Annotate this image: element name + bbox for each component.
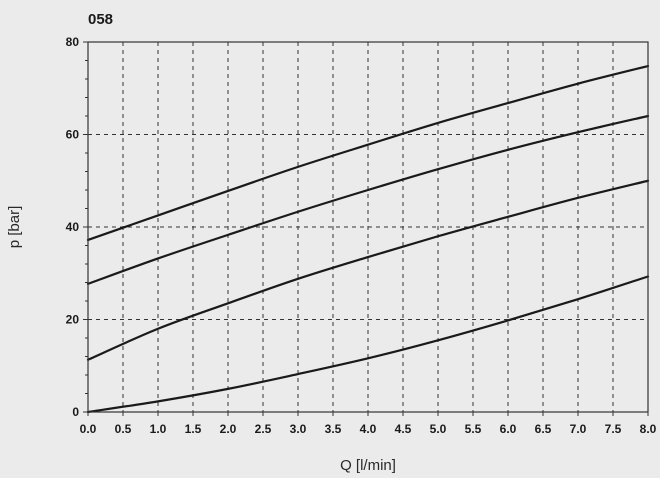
y-tick-label: 0 bbox=[72, 405, 79, 419]
y-tick-label: 60 bbox=[66, 128, 80, 142]
x-axis-label: Q [l/min] bbox=[340, 457, 396, 474]
x-tick-label: 5.5 bbox=[465, 422, 482, 436]
x-tick-labels: 0.0 0.5 1.0 1.5 2.0 2.5 3.0 3.5 4.0 4.5 5.0 5.5 6.0 6… bbox=[80, 422, 657, 436]
x-tick-label: 7.0 bbox=[570, 422, 587, 436]
y-tick-labels: 0 20 40 60 80 bbox=[66, 35, 80, 419]
x-tick-label: 3.5 bbox=[325, 422, 342, 436]
y-tick-label: 20 bbox=[66, 313, 80, 327]
grid bbox=[88, 42, 648, 412]
series-layer bbox=[86, 64, 650, 414]
x-tick-label: 3.0 bbox=[290, 422, 307, 436]
x-tick-label: 1.5 bbox=[185, 422, 202, 436]
x-tick-label: 2.5 bbox=[255, 422, 272, 436]
series-line-2 bbox=[86, 114, 650, 285]
x-tick-label: 1.0 bbox=[150, 422, 167, 436]
series-line-4 bbox=[86, 275, 650, 414]
x-tick-label: 4.5 bbox=[395, 422, 412, 436]
chart-title: 058 bbox=[88, 11, 113, 28]
series-line-3 bbox=[86, 179, 650, 361]
plot-frame bbox=[87, 41, 649, 413]
x-tick-label: 5.0 bbox=[430, 422, 447, 436]
y-tick-label: 40 bbox=[66, 220, 80, 234]
x-tick-label: 7.5 bbox=[605, 422, 622, 436]
y-tick-label: 80 bbox=[66, 35, 80, 49]
x-tick-label: 0.5 bbox=[115, 422, 132, 436]
y-axis-label: p [bar] bbox=[6, 206, 23, 249]
series-line-1 bbox=[86, 64, 650, 242]
x-tick-label: 6.0 bbox=[500, 422, 517, 436]
x-tick-label: 4.0 bbox=[360, 422, 377, 436]
x-tick-label: 2.0 bbox=[220, 422, 237, 436]
x-tick-label: 6.5 bbox=[535, 422, 552, 436]
x-tick-label: 8.0 bbox=[640, 422, 657, 436]
x-tick-label: 0.0 bbox=[80, 422, 97, 436]
